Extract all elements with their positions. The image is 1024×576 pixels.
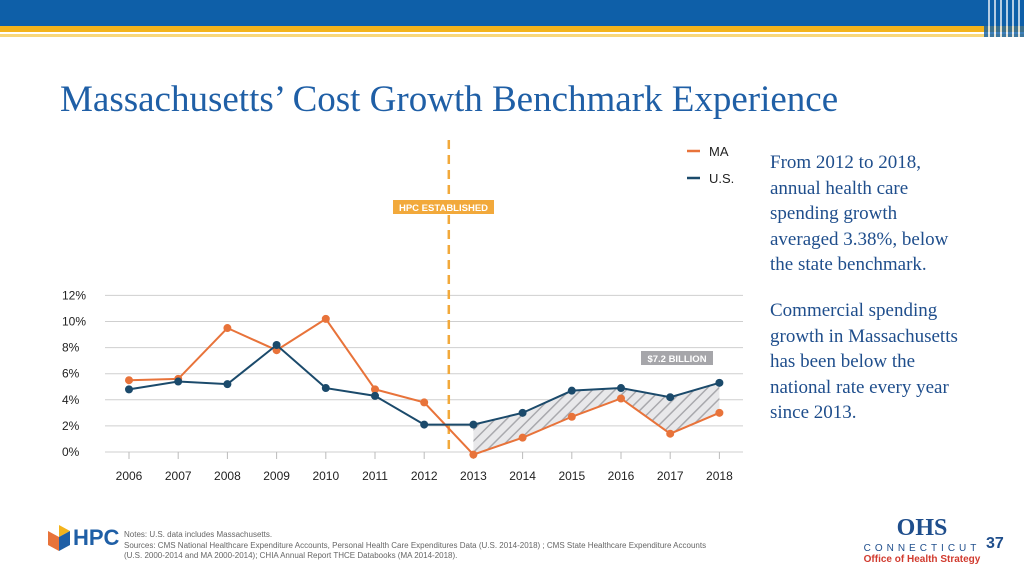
y-tick-label: 8% — [62, 341, 80, 355]
source-notes: Notes: U.S. data includes Massachusetts.… — [124, 530, 744, 562]
data-point-us — [223, 380, 232, 389]
savings-label: $7.2 BILLION — [647, 354, 706, 365]
series-line-us — [128, 343, 720, 426]
x-tick-label: 2017 — [657, 469, 684, 483]
y-tick-label: 6% — [62, 367, 80, 381]
data-point-us — [469, 420, 478, 429]
ohs-logo: OHS CONNECTICUT Office of Health Strateg… — [862, 516, 982, 565]
legend-label: U.S. — [709, 171, 734, 186]
x-tick-label: 2013 — [460, 469, 487, 483]
top-banner-accent — [0, 26, 1024, 32]
y-tick-label: 4% — [62, 393, 80, 407]
y-tick-label: 12% — [62, 288, 86, 302]
x-tick-label: 2012 — [411, 469, 438, 483]
series-line-ma — [128, 317, 720, 456]
top-banner-line — [0, 34, 1024, 37]
notes-line: Notes: U.S. data includes Massachusetts. — [124, 530, 273, 539]
notes-line: Sources: CMS National Healthcare Expendi… — [124, 540, 707, 550]
data-point-us — [518, 408, 527, 417]
data-point-ma — [125, 376, 133, 385]
data-point-us — [715, 378, 724, 387]
data-point-ma — [469, 450, 478, 459]
y-tick-label: 2% — [62, 419, 80, 433]
data-point-us — [272, 340, 281, 349]
data-point-us — [420, 420, 429, 429]
top-banner — [0, 0, 1024, 26]
hpc-logo-text: HPC — [73, 525, 120, 550]
x-tick-label: 2010 — [312, 469, 339, 483]
data-point-ma — [518, 433, 527, 442]
x-tick-label: 2014 — [509, 469, 536, 483]
x-tick-label: 2015 — [558, 469, 585, 483]
data-point-ma — [420, 398, 429, 407]
x-tick-label: 2006 — [116, 469, 143, 483]
y-tick-label: 0% — [62, 445, 80, 459]
sidebar-text: From 2012 to 2018, annual health care sp… — [770, 150, 970, 446]
ohs-logo-subtitle: Office of Health Strategy — [863, 554, 981, 565]
data-point-ma — [321, 314, 330, 323]
data-point-us — [321, 384, 330, 393]
sidebar-paragraph-2: Commercial spending growth in Massachuse… — [770, 299, 958, 424]
data-point-us — [666, 393, 675, 402]
ohs-logo-mark: OHS — [896, 515, 948, 541]
savings-label-bg — [641, 351, 713, 365]
cost-growth-chart: 0% 2% 4% 6% 8% 10% 12% 2006 2007 2008 2009 2010 2011… — [62, 140, 743, 483]
data-point-ma — [223, 324, 232, 333]
data-point-us — [617, 384, 625, 393]
data-point-ma — [567, 412, 576, 421]
x-tick-label: 2011 — [362, 469, 388, 483]
hpc-established-label-bg — [393, 200, 494, 214]
ohs-logo-state: CONNECTICUT — [863, 543, 981, 554]
banner-stripes — [984, 0, 1024, 37]
data-point-ma — [617, 394, 625, 403]
data-point-us — [567, 386, 576, 395]
hpc-mark-icon — [48, 525, 70, 551]
notes-line: (U.S. 2000-2014 and MA 2000-2014); CHIA … — [124, 551, 458, 560]
data-point-ma — [371, 385, 379, 394]
x-tick-label: 2016 — [608, 469, 635, 483]
data-point-us — [371, 391, 379, 400]
x-tick-label: 2007 — [165, 469, 192, 483]
sidebar-paragraph-1: From 2012 to 2018, annual health care sp… — [770, 152, 949, 276]
data-point-ma — [666, 429, 675, 438]
hpc-established-label: HPC ESTABLISHED — [399, 203, 488, 214]
hpc-logo: HPC — [48, 525, 119, 551]
data-point-ma — [715, 408, 724, 417]
page-title: Massachusetts’ Cost Growth Benchmark Exp… — [60, 79, 839, 120]
data-point-us — [125, 385, 133, 394]
x-tick-label: 2008 — [214, 469, 241, 483]
x-tick-label: 2018 — [706, 469, 733, 483]
y-tick-label: 10% — [62, 315, 86, 329]
legend-label: MA — [709, 144, 729, 159]
page-number: 37 — [986, 535, 1004, 552]
data-point-us — [174, 377, 183, 386]
x-tick-label: 2009 — [263, 469, 290, 483]
savings-area — [473, 382, 720, 455]
